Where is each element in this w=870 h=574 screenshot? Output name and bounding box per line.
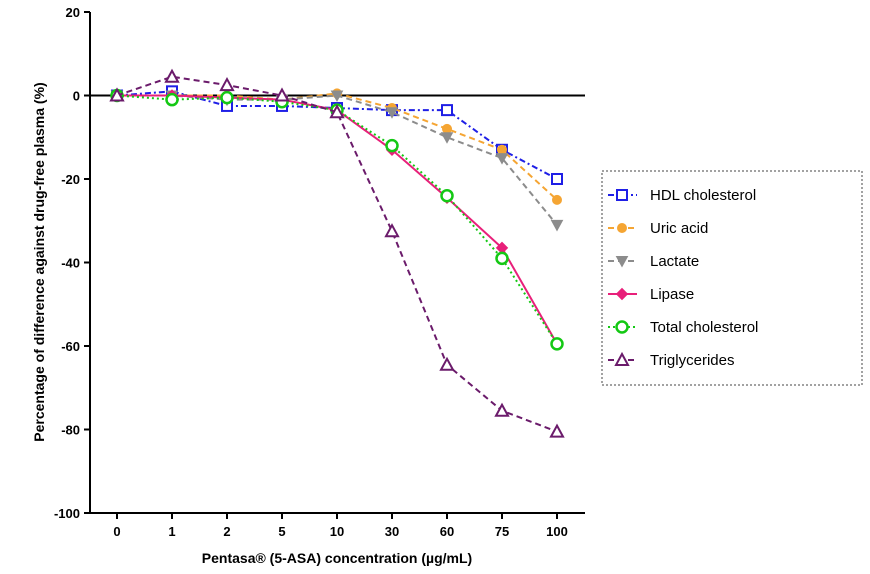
data-point-lactate xyxy=(550,219,564,232)
data-point-uric-acid xyxy=(497,144,507,155)
data-point-uric-acid xyxy=(552,194,562,205)
x-tick-label: 60 xyxy=(440,524,454,539)
y-tick-label: -20 xyxy=(61,172,80,187)
y-tick-label: 0 xyxy=(73,89,80,104)
legend-item-triglycerides: Triglycerides xyxy=(608,351,734,369)
x-axis-title: Pentasa® (5-ASA) concentration (µg/mL) xyxy=(202,550,472,566)
y-tick-label: -40 xyxy=(61,256,80,271)
legend-label-triglycerides: Triglycerides xyxy=(650,352,734,369)
data-point-triglycerides xyxy=(164,68,180,83)
legend-item-hdl-cholesterol: HDL cholesterol xyxy=(608,187,756,204)
data-point-total-cholesterol xyxy=(440,188,454,203)
data-point-lactate xyxy=(495,153,509,165)
y-tick-label: -80 xyxy=(61,423,80,438)
data-point-triglycerides xyxy=(274,87,290,102)
legend-item-lipase: Lipase xyxy=(608,286,694,303)
legend-label-uric-acid: Uric acid xyxy=(650,220,708,237)
data-point-total-cholesterol xyxy=(385,138,399,153)
data-point-triglycerides xyxy=(329,104,345,119)
data-point-total-cholesterol xyxy=(165,92,179,107)
data-point-total-cholesterol xyxy=(495,251,509,266)
y-tick-label: 20 xyxy=(66,5,80,20)
series-line-total-cholesterol xyxy=(116,94,558,345)
legend-marker-triglycerides xyxy=(614,351,630,366)
legend: HDL cholesterol Uric acid Lactate Lipase Tot… xyxy=(601,170,863,386)
x-tick-label: 75 xyxy=(495,524,509,539)
legend-label-hdl-cholesterol: HDL cholesterol xyxy=(650,187,756,204)
y-tick-label: -60 xyxy=(61,339,80,354)
x-tick-label: 100 xyxy=(546,524,568,539)
series-lipase xyxy=(110,89,564,351)
legend-label-total-cholesterol: Total cholesterol xyxy=(650,319,758,336)
data-point-total-cholesterol xyxy=(550,337,564,351)
data-point-hdl-cholesterol xyxy=(551,173,563,185)
legend-marker-lipase xyxy=(615,287,629,301)
legend-item-uric-acid: Uric acid xyxy=(608,220,708,237)
legend-label-lactate: Lactate xyxy=(650,253,699,270)
axes: 20 0 -20 -40 -60 -80 -100 0 1 2 5 10 30 60 75 100 xyxy=(54,5,585,539)
legend-item-total-cholesterol: Total cholesterol xyxy=(608,319,758,336)
series-layer xyxy=(109,68,565,438)
series-total-cholesterol xyxy=(110,88,564,351)
data-point-triglycerides xyxy=(384,223,400,238)
data-point-triglycerides xyxy=(549,423,565,438)
series-line-lipase xyxy=(117,94,558,345)
x-tick-label: 10 xyxy=(330,524,344,539)
legend-item-lactate: Lactate xyxy=(608,253,699,270)
series-line-triglycerides xyxy=(116,75,558,433)
legend-box xyxy=(601,170,863,386)
legend-marker-hdl-cholesterol xyxy=(616,189,628,201)
y-tick-label: -100 xyxy=(54,506,80,521)
x-tick-label: 2 xyxy=(223,524,230,539)
data-point-uric-acid xyxy=(442,123,452,134)
x-tick-label: 5 xyxy=(278,524,285,539)
data-point-triglycerides xyxy=(109,87,125,102)
series-triglycerides xyxy=(109,68,565,438)
data-point-total-cholesterol xyxy=(220,90,234,105)
y-axis-title: Percentage of difference against drug-fr… xyxy=(31,82,47,441)
x-tick-label: 0 xyxy=(113,524,120,539)
legend-marker-lactate xyxy=(615,256,629,268)
data-point-lactate xyxy=(330,90,344,103)
data-point-triglycerides xyxy=(439,356,455,371)
legend-marker-total-cholesterol xyxy=(615,320,629,334)
data-point-triglycerides xyxy=(219,76,235,92)
x-tick-label: 1 xyxy=(168,524,175,539)
data-point-lactate xyxy=(385,107,399,119)
legend-marker-uric-acid xyxy=(617,223,627,233)
data-point-hdl-cholesterol xyxy=(441,104,453,117)
data-point-lactate xyxy=(440,132,454,144)
data-point-triglycerides xyxy=(494,402,510,417)
legend-label-lipase: Lipase xyxy=(650,286,694,303)
x-tick-label: 30 xyxy=(385,524,399,539)
